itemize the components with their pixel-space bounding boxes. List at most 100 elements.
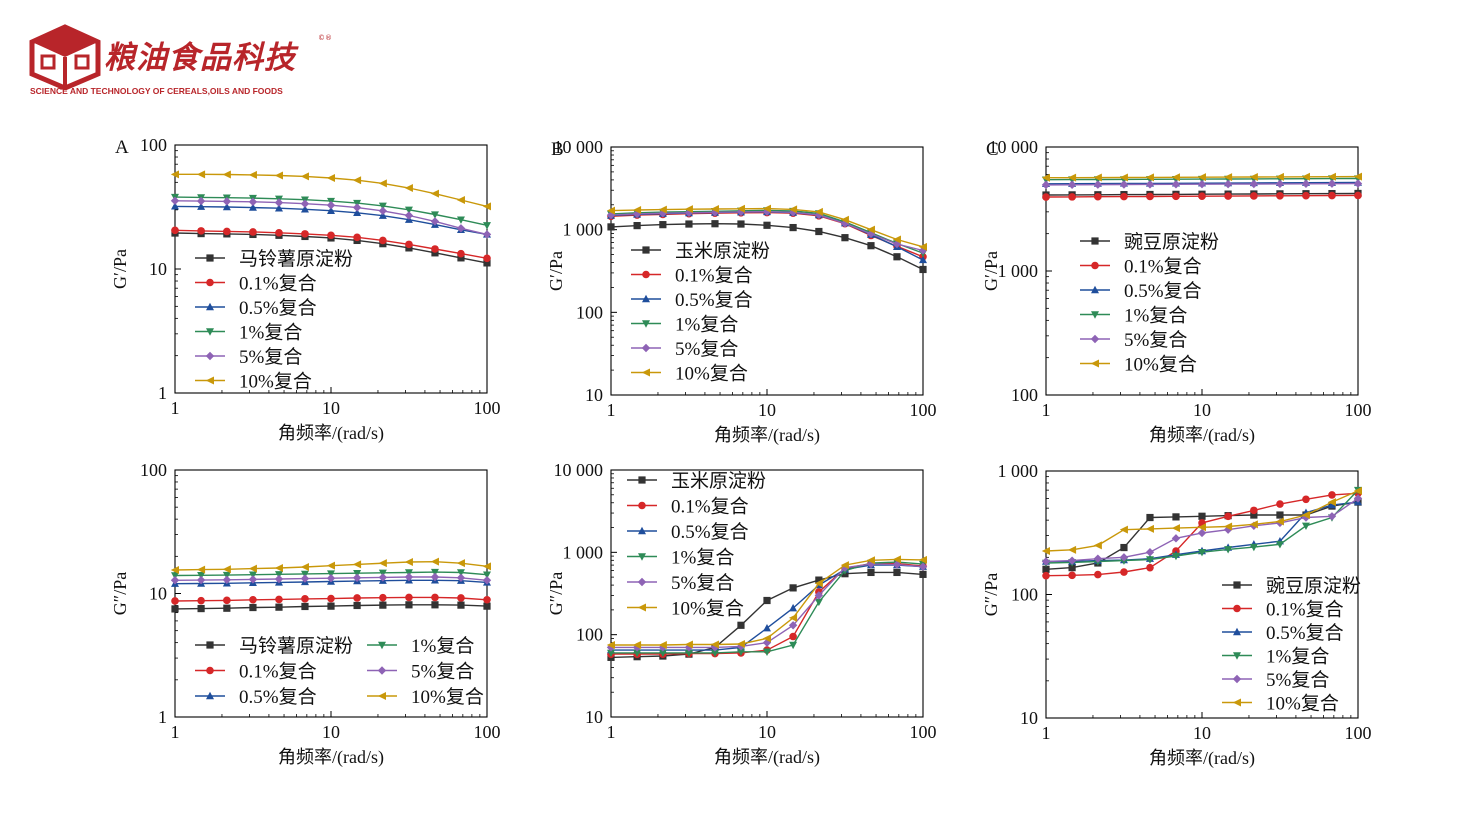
journal-logo-icon [29, 24, 101, 90]
data-point [762, 204, 771, 213]
data-point [301, 230, 309, 238]
data-point [197, 202, 206, 210]
data-point [762, 634, 771, 643]
y-tick-label: 10 [149, 259, 167, 279]
y-tick-label: 10 [149, 584, 167, 604]
data-point [274, 574, 284, 584]
data-point [1120, 543, 1128, 552]
legend-marker [206, 254, 214, 262]
legend-label: 5%复合 [1266, 669, 1329, 691]
x-tick-label: 100 [474, 398, 501, 418]
data-point [482, 562, 491, 571]
series-line [611, 563, 924, 649]
data-point [919, 265, 927, 274]
data-point [275, 228, 283, 237]
data-point [606, 206, 615, 215]
data-point [1145, 556, 1154, 564]
data-point [483, 254, 491, 263]
legend-marker [1091, 261, 1099, 270]
x-axis-label: 角频率/(rad/s) [1149, 425, 1255, 446]
data-point [483, 222, 491, 230]
data-point [327, 594, 335, 603]
legend-label: 0.1%复合 [1124, 256, 1202, 278]
data-point [1353, 486, 1362, 495]
data-point [710, 640, 719, 649]
legend-marker [638, 553, 646, 561]
panel-label: C [986, 139, 999, 160]
legend-marker [641, 368, 650, 377]
x-tick-label: 1 [607, 722, 616, 742]
data-point [170, 576, 180, 585]
data-point [918, 555, 927, 564]
legend-marker [642, 246, 650, 254]
data-point [763, 596, 771, 605]
data-point [431, 245, 439, 253]
legend-label: 1%复合 [675, 314, 738, 336]
data-point [1327, 179, 1337, 188]
x-tick-label: 100 [474, 722, 501, 742]
data-point [222, 575, 232, 585]
y-axis-label: G′/Pa [546, 251, 566, 291]
data-point [378, 179, 387, 188]
x-tick-label: 10 [1193, 400, 1211, 420]
legend-label: 10%复合 [1124, 354, 1197, 376]
data-point [788, 208, 798, 217]
data-point [197, 596, 205, 605]
data-point [737, 220, 745, 228]
data-point [632, 205, 642, 214]
data-point [1146, 513, 1154, 522]
data-point [658, 649, 667, 658]
data-point [274, 171, 283, 180]
data-point [248, 170, 257, 179]
data-point [170, 196, 180, 205]
data-point [300, 172, 309, 181]
data-point [378, 573, 388, 582]
data-point [1354, 191, 1362, 200]
y-tick-label: 10 000 [554, 460, 604, 480]
data-point [352, 573, 362, 583]
data-point [789, 641, 798, 650]
legend: 马铃薯原淀粉 0.1%复合 0.5%复合 1%复合 5%复合 10%复合 [195, 635, 484, 708]
data-point [1041, 557, 1051, 566]
data-point [431, 601, 439, 609]
data-point [1068, 193, 1076, 201]
y-tick-label: 1 000 [563, 220, 604, 240]
data-point [1120, 192, 1128, 201]
panel-label: B [551, 139, 564, 160]
y-tick-label: 10 000 [989, 137, 1039, 157]
data-point [456, 569, 465, 577]
legend-marker [638, 501, 646, 510]
data-point [1171, 552, 1180, 561]
legend-label: 10%复合 [239, 371, 312, 393]
data-point [684, 640, 693, 649]
data-point [379, 236, 387, 245]
data-point [918, 562, 928, 571]
data-point [789, 584, 797, 592]
data-point [352, 176, 362, 185]
data-point [788, 613, 798, 622]
data-point [658, 640, 667, 649]
data-point [457, 249, 465, 258]
legend-label: 10%复合 [411, 686, 484, 708]
legend-label: 0.5%复合 [675, 289, 753, 311]
y-axis-label: G″/Pa [981, 573, 1001, 617]
data-point [763, 648, 771, 656]
data-point [1093, 541, 1102, 550]
data-point [1041, 547, 1050, 556]
legend-marker [1091, 237, 1099, 245]
x-axis-label: 角频率/(rad/s) [714, 747, 820, 768]
data-point [483, 595, 491, 604]
x-tick-label: 1 [607, 400, 616, 420]
chart-A-loss: 1 10 100 1 10 100 角频率/(rad/s) G″/Pa 马铃薯原淀粉 0.1%复合… [110, 460, 501, 768]
data-point [327, 206, 335, 214]
data-point [197, 227, 205, 235]
data-point [430, 557, 439, 566]
legend-marker [638, 526, 646, 535]
data-point [1275, 517, 1284, 526]
data-point [274, 198, 284, 207]
data-point [196, 575, 206, 585]
data-point [763, 623, 771, 632]
legend-label: 0.1%复合 [675, 265, 753, 287]
legend-marker [1233, 604, 1241, 613]
